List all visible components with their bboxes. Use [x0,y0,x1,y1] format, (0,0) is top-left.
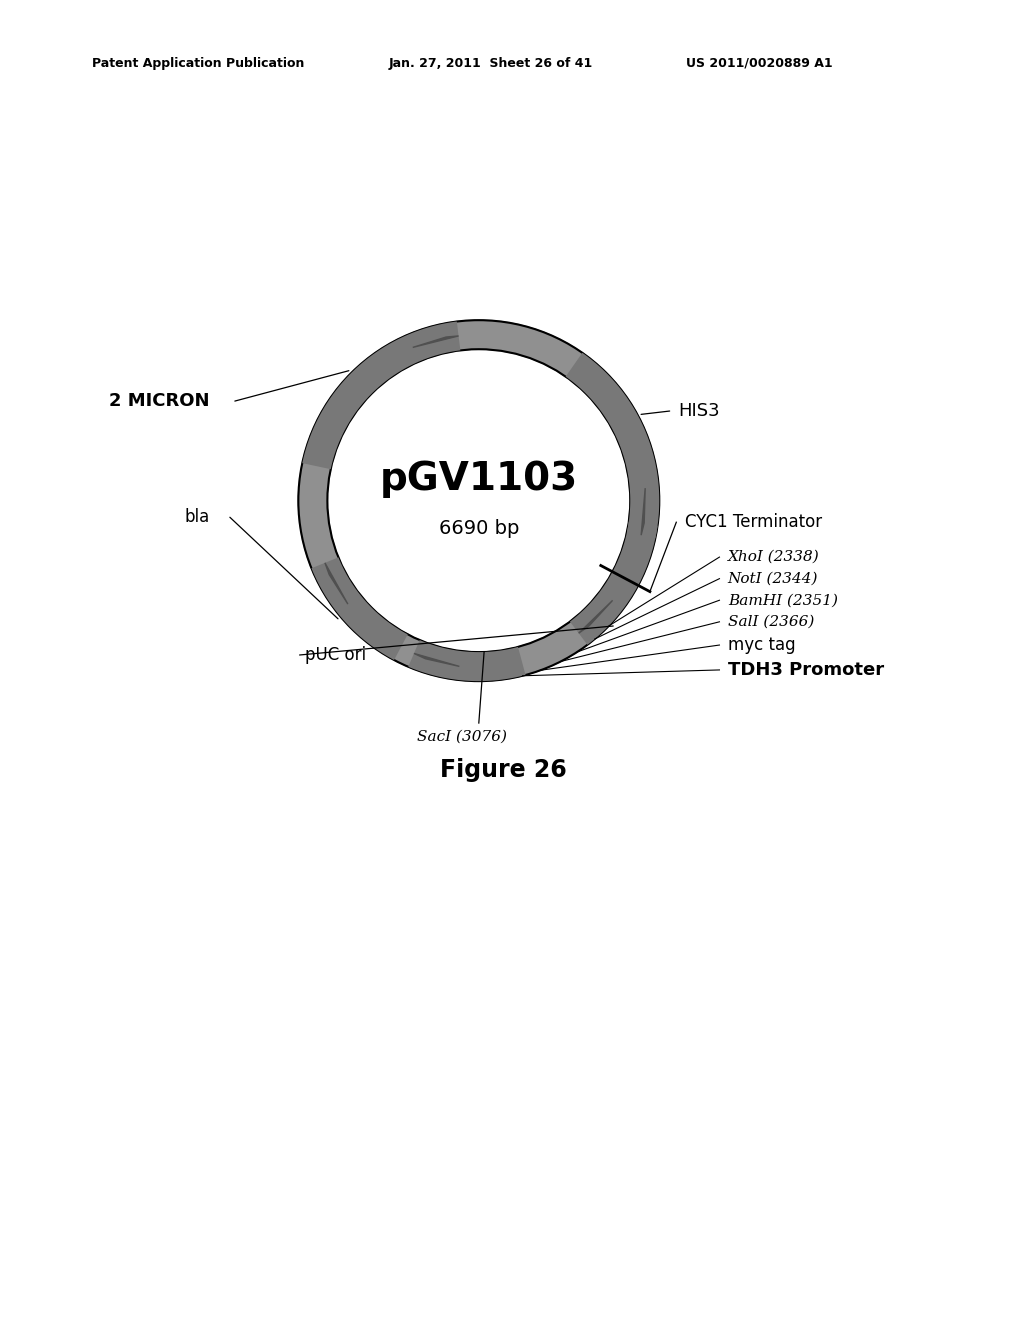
Text: myc tag: myc tag [728,636,796,653]
Text: pGV1103: pGV1103 [380,461,578,498]
Polygon shape [414,653,460,667]
Text: BamHI (2351): BamHI (2351) [728,593,838,607]
Text: Patent Application Publication: Patent Application Publication [92,57,304,70]
Text: bla: bla [184,508,210,527]
Polygon shape [413,335,459,347]
Text: CYC1 Terminator: CYC1 Terminator [685,513,821,531]
Text: XhoI (2338): XhoI (2338) [728,550,819,564]
Polygon shape [409,640,525,681]
Text: Figure 26: Figure 26 [440,758,567,781]
Text: NotI (2344): NotI (2344) [728,572,818,586]
Text: HIS3: HIS3 [678,403,720,420]
Polygon shape [311,557,408,660]
Polygon shape [565,352,659,539]
Polygon shape [325,562,348,605]
Text: 2 MICRON: 2 MICRON [110,392,210,411]
Text: pUC ori: pUC ori [304,645,366,664]
Text: SalI (2366): SalI (2366) [728,615,814,628]
Polygon shape [302,322,461,469]
Polygon shape [570,521,657,644]
Text: SacI (3076): SacI (3076) [417,730,507,743]
Text: TDH3 Promoter: TDH3 Promoter [728,661,884,678]
Text: US 2011/0020889 A1: US 2011/0020889 A1 [686,57,833,70]
Polygon shape [579,601,612,634]
Polygon shape [641,488,645,535]
Text: Jan. 27, 2011  Sheet 26 of 41: Jan. 27, 2011 Sheet 26 of 41 [389,57,593,70]
Text: 6690 bp: 6690 bp [438,519,519,539]
